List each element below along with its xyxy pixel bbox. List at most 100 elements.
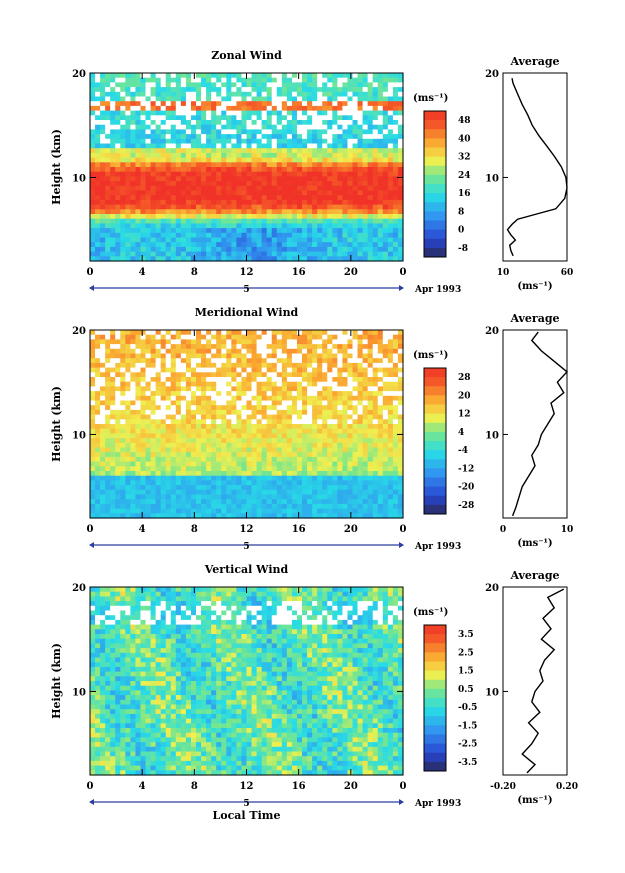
heatmap-cell (100, 209, 106, 215)
heatmap-cell (281, 452, 288, 458)
heatmap-cell (332, 96, 338, 102)
heatmap-cell (135, 334, 142, 340)
heatmap-cell (211, 471, 217, 477)
heatmap-cell (302, 218, 308, 224)
heatmap-cell (372, 91, 379, 98)
heatmap-cell (190, 171, 197, 177)
heatmap-cell (251, 190, 258, 196)
heatmap-cell (357, 433, 364, 439)
heatmap-cell (130, 424, 137, 430)
heatmap-cell (362, 353, 369, 359)
heatmap-cell (190, 405, 197, 411)
heatmap-cell (271, 152, 278, 159)
heatmap-cell (206, 513, 212, 519)
heatmap-cell (387, 513, 394, 519)
heatmap-cell (185, 138, 192, 145)
heatmap-cell (145, 480, 152, 486)
heatmap-cell (216, 344, 222, 350)
heatmap-cell (170, 405, 177, 411)
heatmap-cell (150, 419, 157, 425)
heatmap-cell (372, 475, 379, 481)
heatmap-cell (140, 157, 147, 163)
heatmap-cell (266, 143, 273, 149)
heatmap-cell (251, 344, 258, 350)
heatmap-cell (372, 433, 379, 439)
heatmap-cell (307, 386, 313, 392)
heatmap-cell (125, 447, 131, 453)
heatmap-cell (322, 105, 328, 112)
heatmap-cell (251, 409, 258, 416)
heatmap-cell (317, 334, 323, 340)
heatmap-cell (170, 82, 177, 88)
heatmap-cell (352, 353, 359, 359)
heatmap-cell (291, 105, 298, 112)
heatmap-cell (256, 232, 263, 239)
heatmap-cell (185, 73, 192, 79)
heatmap-cell (317, 96, 323, 102)
heatmap-cell (105, 87, 111, 93)
heatmap-cell (160, 251, 167, 257)
heatmap-cell (271, 82, 278, 88)
heatmap-cell (165, 162, 172, 168)
heatmap-cell (307, 157, 313, 163)
heatmap-cell (170, 105, 177, 112)
heatmap-cell (201, 115, 207, 121)
heatmap-cell (342, 409, 349, 416)
heatmap-cell (332, 218, 338, 224)
heatmap-cell (256, 400, 263, 406)
heatmap-cell (372, 101, 379, 107)
heatmap-cell (312, 152, 318, 159)
heatmap-cell (337, 438, 344, 444)
heatmap-cell (246, 409, 253, 416)
heatmap-cell (387, 508, 394, 514)
heatmap-cell (337, 162, 344, 168)
heatmap-cell (266, 152, 273, 159)
heatmap-cell (100, 171, 106, 177)
heatmap-cell (175, 91, 182, 98)
heatmap-cell (377, 339, 384, 345)
heatmap-cell (145, 348, 152, 355)
heatmap-cell (216, 124, 222, 130)
heatmap-cell (120, 386, 126, 392)
heatmap-cell (276, 148, 283, 154)
heatmap-cell (337, 171, 344, 177)
heatmap-cell (266, 129, 273, 135)
heatmap-cell (115, 447, 121, 453)
heatmap-cell (105, 405, 111, 411)
heatmap-cell (211, 87, 217, 93)
heatmap-cell (246, 485, 253, 491)
heatmap-cell (256, 471, 263, 477)
heatmap-cell (160, 367, 167, 373)
heatmap-cell (246, 185, 253, 192)
heatmap-cell (185, 395, 192, 402)
heatmap-cell (281, 152, 288, 159)
heatmap-cell (337, 344, 344, 350)
heatmap-cell (296, 96, 303, 102)
heatmap-cell (180, 442, 187, 449)
heatmap-cell (302, 358, 308, 364)
heatmap-cell (135, 405, 142, 411)
heatmap-cell (281, 138, 288, 145)
heatmap-cell (175, 157, 182, 163)
heatmap-cell (125, 362, 131, 369)
heatmap-cell (125, 242, 131, 248)
heatmap-cell (367, 480, 374, 486)
heatmap-cell (115, 195, 121, 201)
heatmap-cell (170, 499, 177, 505)
heatmap-cell (342, 237, 349, 243)
heatmap-cell (115, 438, 121, 444)
heatmap-cell (367, 344, 374, 350)
heatmap-cell (105, 195, 111, 201)
heatmap-cell (241, 424, 248, 430)
heatmap-cell (397, 181, 404, 187)
heatmap-cell (362, 190, 369, 196)
heatmap-cell (271, 447, 278, 453)
heatmap-cell (201, 395, 207, 402)
heatmap-cell (372, 480, 379, 486)
heatmap-cell (135, 485, 142, 491)
heatmap-cell (115, 199, 121, 206)
heatmap-cell (271, 101, 278, 107)
heatmap-cell (100, 82, 106, 88)
heatmap-cell (352, 124, 359, 130)
heatmap-cell (266, 105, 273, 112)
